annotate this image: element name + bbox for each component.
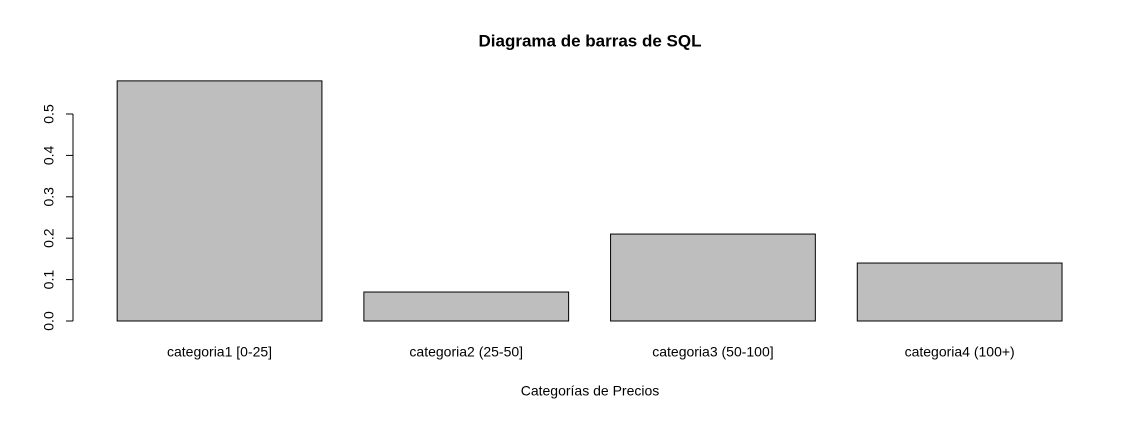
x-tick-label: categoria2 (25-50]	[409, 344, 523, 360]
chart-title: Diagrama de barras de SQL	[479, 31, 702, 50]
y-tick-label: 0.4	[41, 145, 57, 165]
x-axis-label: Categorías de Precios	[521, 383, 660, 399]
y-tick-label: 0.2	[41, 228, 57, 248]
bar	[116, 80, 323, 322]
y-tick-label: 0.5	[41, 104, 57, 124]
y-tick-label: 0.1	[41, 270, 57, 290]
x-tick-label: categoria3 (50-100]	[652, 344, 773, 360]
y-tick-label: 0.0	[41, 311, 57, 331]
bar	[363, 291, 570, 322]
x-tick-label: categoria4 (100+)	[905, 344, 1015, 360]
y-tick-label: 0.3	[41, 187, 57, 207]
x-tick-label: categoria1 [0-25]	[167, 344, 272, 360]
bar	[610, 233, 816, 322]
bar	[856, 262, 1063, 322]
